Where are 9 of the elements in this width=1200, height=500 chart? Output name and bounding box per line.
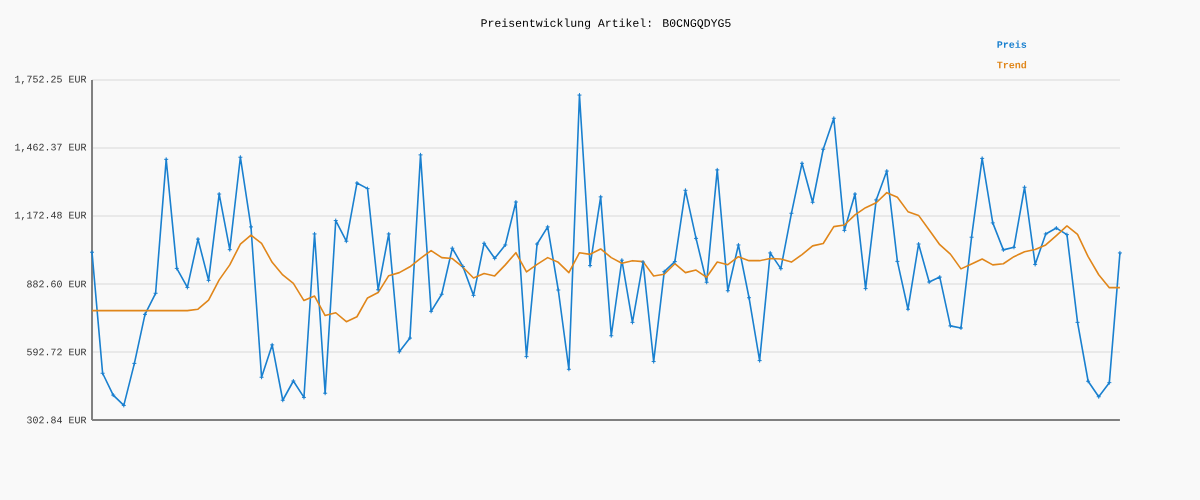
y-tick-label: 1,462.37 EUR: [15, 143, 87, 153]
chart-title: Preisentwicklung Artikel: B0CNGQDYG5: [481, 18, 731, 30]
y-tick-label: 592.72 EUR: [27, 348, 87, 356]
y-tick-label: 882.60 EUR: [27, 280, 87, 288]
y-tick-label: 1,752.25 EUR: [15, 75, 87, 85]
y-tick-label: 1,172.48 EUR: [15, 211, 87, 221]
text: Trend: [997, 61, 1027, 69]
text: Preis: [997, 40, 1027, 48]
y-tick-label: 302.84 EUR: [27, 416, 87, 424]
